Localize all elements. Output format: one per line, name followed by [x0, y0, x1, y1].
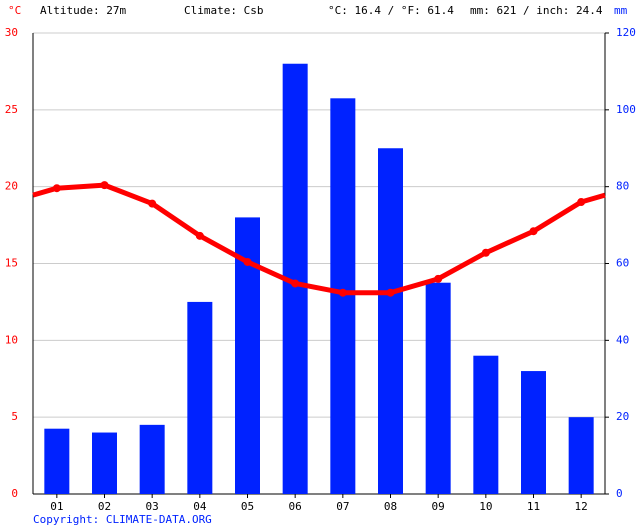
- line-point: [577, 198, 586, 207]
- y-tick-label: 20: [5, 180, 18, 193]
- y-tick-label: 30: [5, 26, 18, 39]
- x-tick-label: 01: [50, 500, 63, 513]
- y-tick-label: 10: [5, 333, 18, 346]
- y2-tick-label: 120: [616, 26, 636, 39]
- y2-tick-label: 20: [616, 410, 629, 423]
- x-tick-label: 07: [336, 500, 349, 513]
- line-wrap: [32, 185, 606, 205]
- x-tick-label: 10: [479, 500, 492, 513]
- x-tick-label: 03: [146, 500, 159, 513]
- x-tick-label: 05: [241, 500, 254, 513]
- x-tick-label: 08: [384, 500, 397, 513]
- bar: [473, 355, 499, 494]
- x-tick-label: 11: [527, 500, 540, 513]
- y2-tick-label: 60: [616, 257, 629, 270]
- y2-axis-label: mm: [614, 4, 628, 17]
- line: [56, 182, 583, 296]
- header-text: Altitude: 27m: [40, 4, 126, 17]
- x-tick-label: 04: [193, 500, 207, 513]
- y-tick-label: 5: [11, 410, 18, 423]
- x-tick-label: 06: [289, 500, 302, 513]
- header-text: Climate: Csb: [184, 4, 263, 17]
- bar: [568, 417, 594, 494]
- line-point: [434, 274, 443, 283]
- line-point: [481, 248, 490, 257]
- line-point: [100, 181, 109, 190]
- bar: [44, 428, 70, 494]
- x-tick-label: 09: [432, 500, 445, 513]
- x-tick-label: 12: [575, 500, 588, 513]
- line-point: [52, 184, 61, 193]
- header-text: °C: 16.4 / °F: 61.4: [328, 4, 454, 17]
- y2-tick-label: 40: [616, 333, 629, 346]
- line-point: [148, 199, 157, 208]
- y-tick-label: 25: [5, 103, 18, 116]
- y-tick-label: 15: [5, 257, 18, 270]
- line-point: [338, 288, 347, 297]
- header-text: mm: 621 / inch: 24.4: [470, 4, 603, 17]
- y-axis-label: °C: [8, 4, 21, 17]
- bar: [521, 371, 546, 494]
- y2-tick-label: 100: [616, 103, 636, 116]
- line-point: [243, 257, 252, 266]
- line-point: [195, 231, 204, 240]
- line-point: [386, 288, 395, 297]
- bar: [378, 148, 403, 494]
- bar: [92, 432, 117, 494]
- bar: [425, 282, 451, 494]
- y-tick-label: 0: [11, 487, 18, 500]
- line-point: [529, 227, 538, 236]
- bar: [187, 301, 213, 494]
- y2-tick-label: 0: [616, 487, 623, 500]
- x-tick-label: 02: [98, 500, 111, 513]
- copyright: Copyright: CLIMATE-DATA.ORG: [33, 513, 212, 526]
- y2-tick-label: 80: [616, 180, 629, 193]
- line-point: [291, 279, 300, 288]
- bar: [139, 424, 165, 494]
